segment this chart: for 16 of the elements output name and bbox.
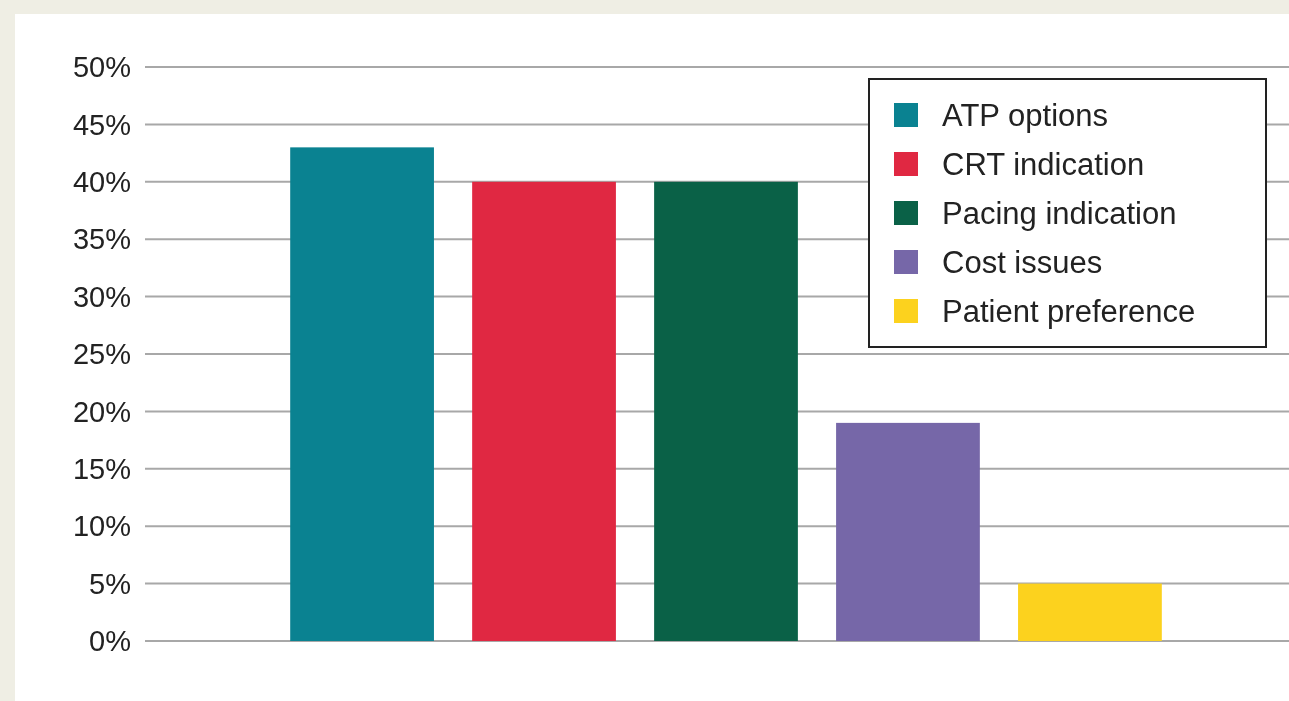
y-tick-label: 50% bbox=[72, 51, 131, 84]
y-tick-label: 40% bbox=[72, 165, 131, 198]
y-tick-label: 30% bbox=[72, 280, 131, 313]
y-tick-label: 0% bbox=[89, 625, 131, 658]
legend-label: CRT indication bbox=[942, 146, 1145, 182]
y-tick-label: 15% bbox=[72, 452, 131, 485]
legend-label: Pacing indication bbox=[942, 195, 1177, 231]
y-tick-label: 45% bbox=[72, 108, 131, 141]
y-tick-label: 5% bbox=[89, 567, 131, 600]
y-tick-label: 10% bbox=[72, 510, 131, 543]
y-tick-label: 20% bbox=[72, 395, 131, 428]
legend-label: Cost issues bbox=[942, 244, 1103, 280]
y-tick-label: 35% bbox=[72, 223, 131, 256]
legend-label: ATP options bbox=[942, 97, 1109, 133]
legend-label: Patient preference bbox=[942, 293, 1196, 329]
y-tick-label: 25% bbox=[72, 338, 131, 371]
